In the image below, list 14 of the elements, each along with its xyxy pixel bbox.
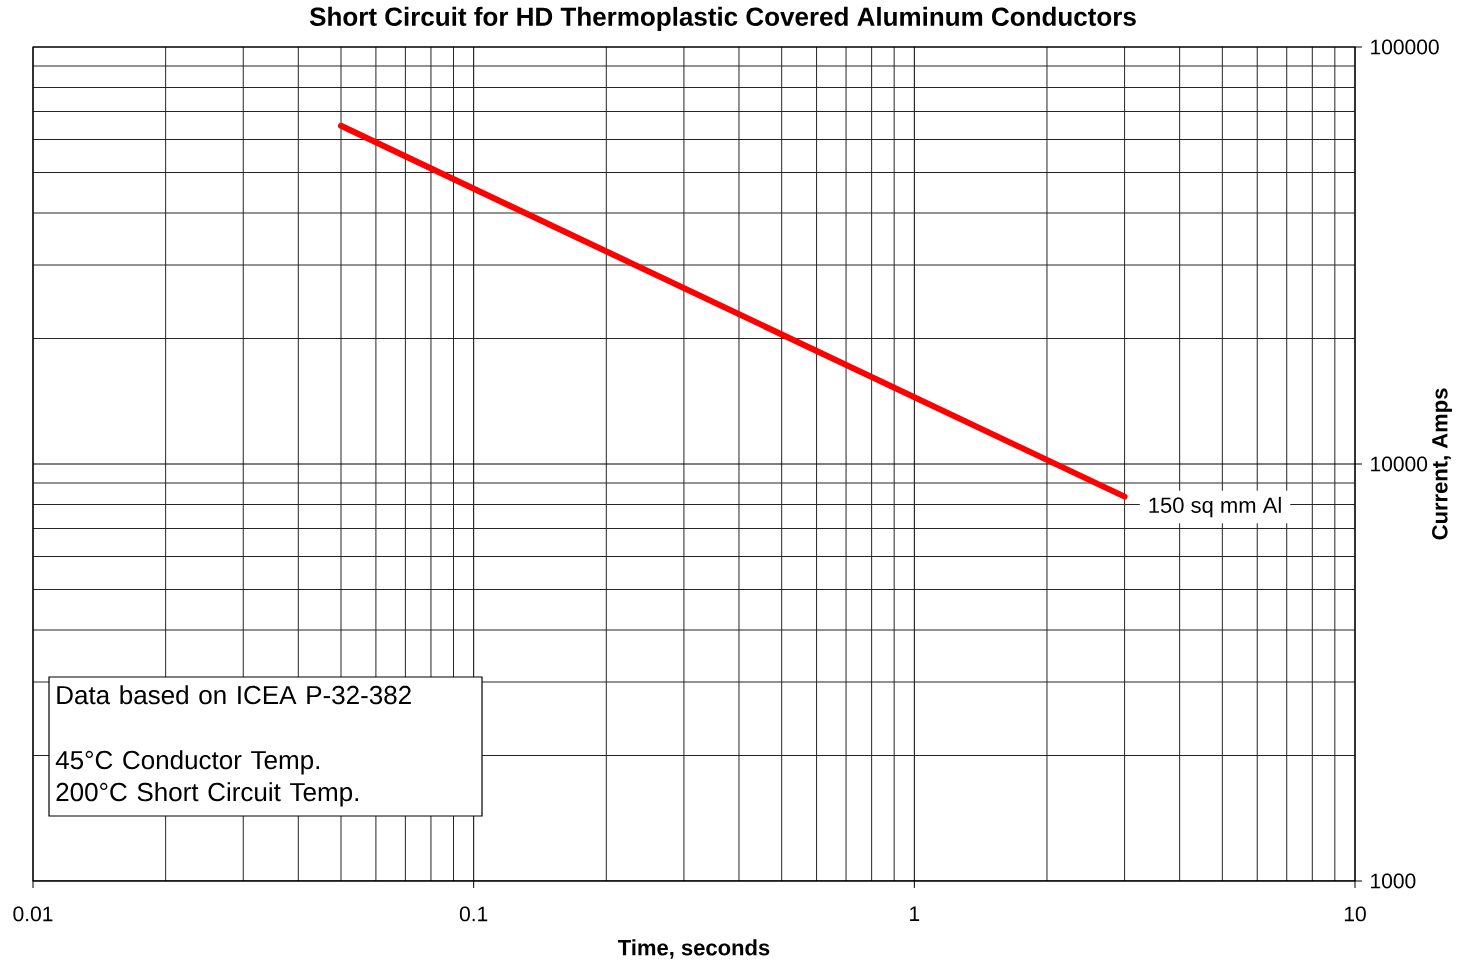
y-tick-label: 1000 (1371, 873, 1416, 889)
chart-title: Short Circuit for HD Thermoplastic Covered Aluminum Conductors (309, 6, 1136, 32)
x-tick-label: 0.01 (13, 906, 53, 922)
annotation: 200°C Short Circuit Temp. (56, 782, 358, 807)
y-tick-label: 100000 (1371, 39, 1439, 55)
x-tick-label: 10 (1344, 906, 1366, 922)
y-tick-label: 10000 (1371, 456, 1428, 472)
annotation: 45°C Conductor Temp. (55, 750, 319, 775)
y-axis-title: Current, Amps (1432, 388, 1452, 540)
series-label: 150 sq mm Al (1149, 496, 1281, 518)
x-tick-label: 1 (910, 906, 920, 921)
x-axis-title: Time, seconds (618, 939, 770, 959)
x-tick-label: 0.1 (459, 906, 488, 922)
annotation: Data based on ICEA P-32-382 (57, 685, 411, 705)
